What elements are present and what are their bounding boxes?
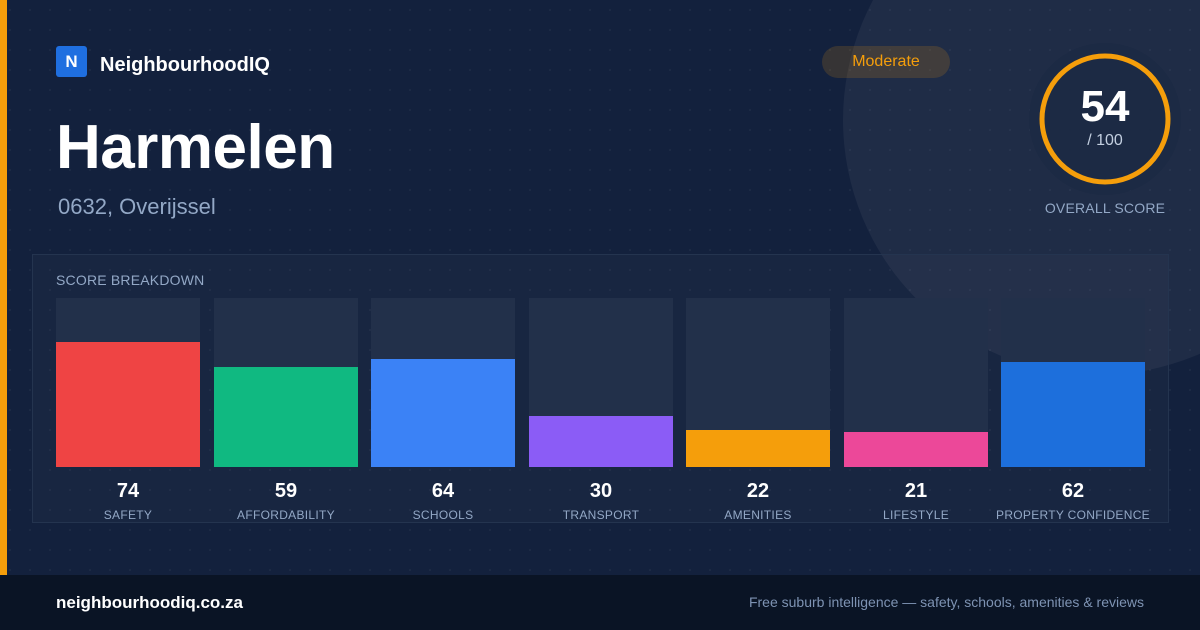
bar-label: SAFETY (103, 508, 153, 522)
score-breakdown-panel: SCORE BREAKDOWN 74 SAFETY 59 AFFORDABILITY 6… (32, 254, 1169, 523)
bar-value: 74 (116, 480, 140, 502)
bar-value: 22 (746, 480, 770, 502)
footer-tagline: Free suburb intelligence — safety, schoo… (748, 594, 1144, 610)
share-card: N NeighbourhoodIQ Harmelen 0632, Overijs… (0, 0, 1200, 575)
accent-strip (0, 0, 7, 575)
bar-label: PROPERTY CONFIDENCE (996, 508, 1150, 522)
overall-score-gauge: 54 / 100 (1028, 42, 1182, 196)
brand: N NeighbourhoodIQ (56, 46, 270, 77)
bar-property-confidence (1001, 362, 1145, 467)
footer-url: neighbourhoodiq.co.za (56, 593, 243, 612)
overall-score-denominator: / 100 (1087, 132, 1123, 149)
bar-label: SCHOOLS (412, 508, 474, 522)
bar-schools (371, 359, 515, 467)
bar-value: 62 (1061, 480, 1085, 502)
bar-lifestyle (844, 432, 988, 467)
bar-transport (529, 416, 673, 467)
footer: neighbourhoodiq.co.za Free suburb intell… (0, 575, 1200, 630)
score-ring (1029, 43, 1181, 195)
score-breakdown-title: SCORE BREAKDOWN (56, 272, 205, 288)
bar-label: AFFORDABILITY (237, 508, 335, 522)
bar-label: TRANSPORT (562, 508, 640, 522)
bar-safety (56, 342, 200, 467)
bar-value: 59 (274, 480, 298, 502)
suburb-location: 0632, Overijssel (58, 194, 216, 219)
bar-label: AMENITIES (724, 508, 792, 522)
rating-badge: Moderate (822, 46, 950, 78)
brand-logo-icon: N (56, 46, 87, 77)
bar-value: 64 (431, 480, 455, 502)
brand-name: NeighbourhoodIQ (100, 54, 270, 76)
score-ring-arc (1039, 53, 1171, 185)
overall-score-value: 54 (1080, 82, 1130, 131)
bar-affordability (214, 367, 358, 467)
bar-amenities (686, 430, 830, 467)
overall-score-caption: OVERALL SCORE (1044, 200, 1166, 216)
bar-value: 30 (589, 480, 613, 502)
bar-label: LIFESTYLE (882, 508, 950, 522)
suburb-name: Harmelen (56, 113, 335, 182)
bar-value: 21 (904, 480, 928, 502)
